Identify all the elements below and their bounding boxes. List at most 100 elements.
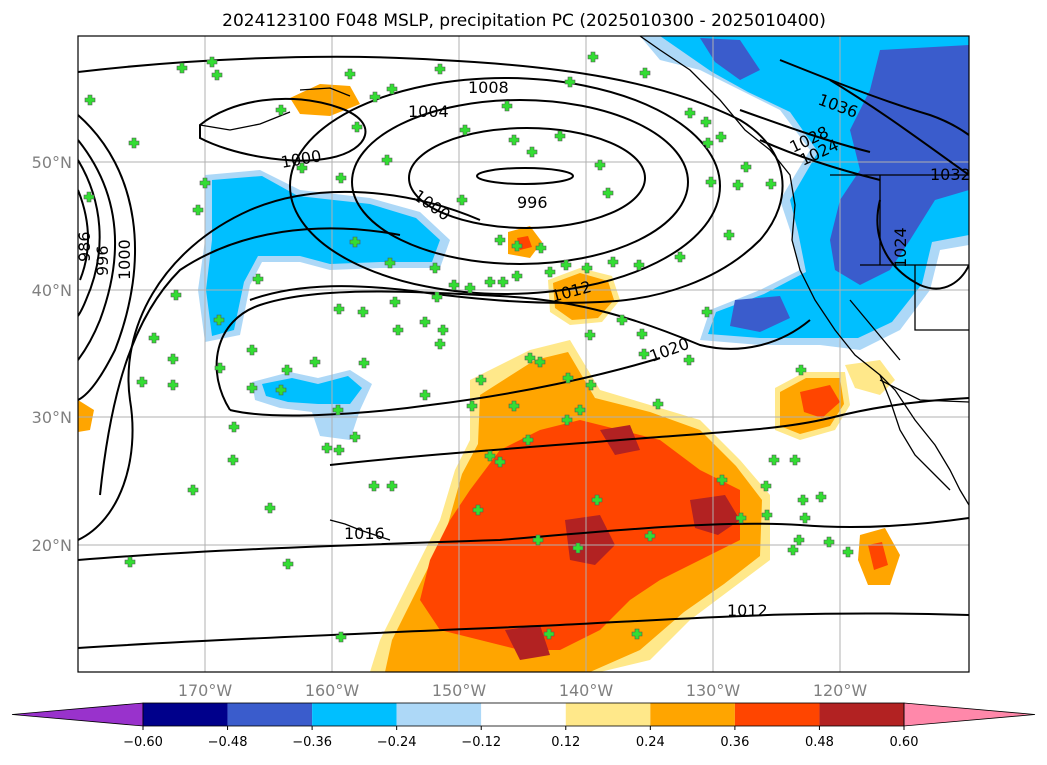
- observation-marker: [768, 454, 780, 466]
- observation-marker: [534, 356, 546, 368]
- observation-marker: [282, 558, 294, 570]
- observation-marker: [199, 177, 211, 189]
- observation-marker: [585, 379, 597, 391]
- observation-marker: [636, 328, 648, 340]
- observation-marker: [264, 502, 276, 514]
- observation-marker: [732, 179, 744, 191]
- observation-marker: [246, 382, 258, 394]
- observation-marker: [526, 146, 538, 158]
- observation-marker: [683, 354, 695, 366]
- isobar-1024-east: [759, 139, 881, 181]
- observation-marker: [716, 474, 728, 486]
- mexico-border: [879, 379, 969, 403]
- baja-coast: [879, 374, 951, 491]
- observation-marker: [607, 256, 619, 268]
- observation-marker: [761, 509, 773, 521]
- precip-positive-california-red: [800, 385, 840, 418]
- precip-positive-socal: [845, 360, 895, 395]
- isobar-1016: [78, 190, 481, 541]
- observation-marker: [494, 456, 506, 468]
- observation-marker: [335, 172, 347, 184]
- map-frame: [77, 35, 970, 673]
- observation-markers: [83, 51, 854, 643]
- observation-marker: [434, 338, 446, 350]
- observation-marker: [501, 100, 513, 112]
- colorbar-segment: [650, 703, 735, 726]
- observation-marker: [381, 154, 393, 166]
- isobar-label: 1032: [930, 165, 971, 184]
- observation-marker: [584, 329, 596, 341]
- observation-marker: [543, 628, 555, 640]
- isobar-1036: [779, 59, 969, 136]
- longitude-labels: 170°W 160°W 150°W 140°W 130°W 120°W: [178, 681, 868, 700]
- isobar-label: 986: [75, 231, 94, 262]
- map-title: 2024123100 F048 MSLP, precipitation PC (…: [222, 11, 826, 31]
- observation-marker: [358, 357, 370, 369]
- observation-marker: [333, 303, 345, 315]
- observation-marker: [227, 454, 239, 466]
- observation-marker: [124, 556, 136, 568]
- observation-marker: [787, 544, 799, 556]
- observation-marker: [644, 530, 656, 542]
- observation-marker: [349, 431, 361, 443]
- observation-marker: [633, 259, 645, 271]
- observation-marker: [602, 187, 614, 199]
- observation-marker: [167, 379, 179, 391]
- observation-marker: [561, 414, 573, 426]
- observation-marker: [684, 107, 696, 119]
- observation-marker: [795, 364, 807, 376]
- observation-marker: [386, 83, 398, 95]
- observation-marker: [275, 384, 287, 396]
- isobar-1032: [829, 79, 969, 176]
- observation-marker: [524, 352, 536, 364]
- lon-label: 130°W: [686, 681, 741, 700]
- isobar-1016-south: [78, 517, 969, 561]
- isobar-1012-south: [78, 612, 969, 649]
- observation-marker: [587, 51, 599, 63]
- observation-marker: [83, 191, 95, 203]
- colorbar-tick-label: −0.60: [123, 735, 163, 750]
- observation-marker: [434, 63, 446, 75]
- observation-marker: [535, 242, 547, 254]
- observation-marker: [842, 546, 854, 558]
- observation-marker: [419, 316, 431, 328]
- precip-negative-west-coast-strong: [830, 45, 969, 285]
- observation-marker: [392, 324, 404, 336]
- observation-marker: [799, 512, 811, 524]
- observation-marker: [631, 628, 643, 640]
- colorbar-segment: [819, 703, 904, 726]
- lat-label: 40°N: [32, 281, 72, 300]
- colorbar-frame: [142, 702, 905, 727]
- colorbar-segment: [734, 703, 820, 726]
- observation-marker: [246, 344, 258, 356]
- alaska-peninsula: [299, 87, 351, 97]
- precip-positive-low-center-orange: [553, 273, 614, 320]
- observation-marker: [522, 434, 534, 446]
- colorbar-tick-label: 0.12: [551, 735, 580, 750]
- isobar-1020-south: [229, 357, 661, 417]
- observation-marker: [252, 273, 264, 285]
- isobars: [78, 55, 969, 649]
- observation-marker: [564, 76, 576, 88]
- colorbar-ticks: −0.60 −0.48 −0.36 −0.24 −0.12 0.12 0.24 0.36 0.4…: [123, 726, 918, 750]
- observation-marker: [554, 130, 566, 142]
- observation-marker: [192, 204, 204, 216]
- precip-positive-subtropical-darkred-4: [505, 625, 550, 660]
- observation-marker: [429, 262, 441, 274]
- observation-marker: [431, 291, 443, 303]
- precip-positive-baja-red: [868, 542, 888, 570]
- observation-marker: [591, 494, 603, 506]
- lat-label: 20°N: [32, 536, 72, 555]
- observation-marker: [562, 372, 574, 384]
- observation-marker: [466, 400, 478, 412]
- observation-marker: [574, 404, 586, 416]
- observation-marker: [419, 389, 431, 401]
- observation-marker: [84, 94, 96, 106]
- colorbar-segment: [481, 703, 566, 726]
- observation-marker: [544, 266, 556, 278]
- state-border-4: [849, 299, 901, 361]
- observation-marker: [228, 421, 240, 433]
- observation-marker: [335, 631, 347, 643]
- observation-marker: [344, 68, 356, 80]
